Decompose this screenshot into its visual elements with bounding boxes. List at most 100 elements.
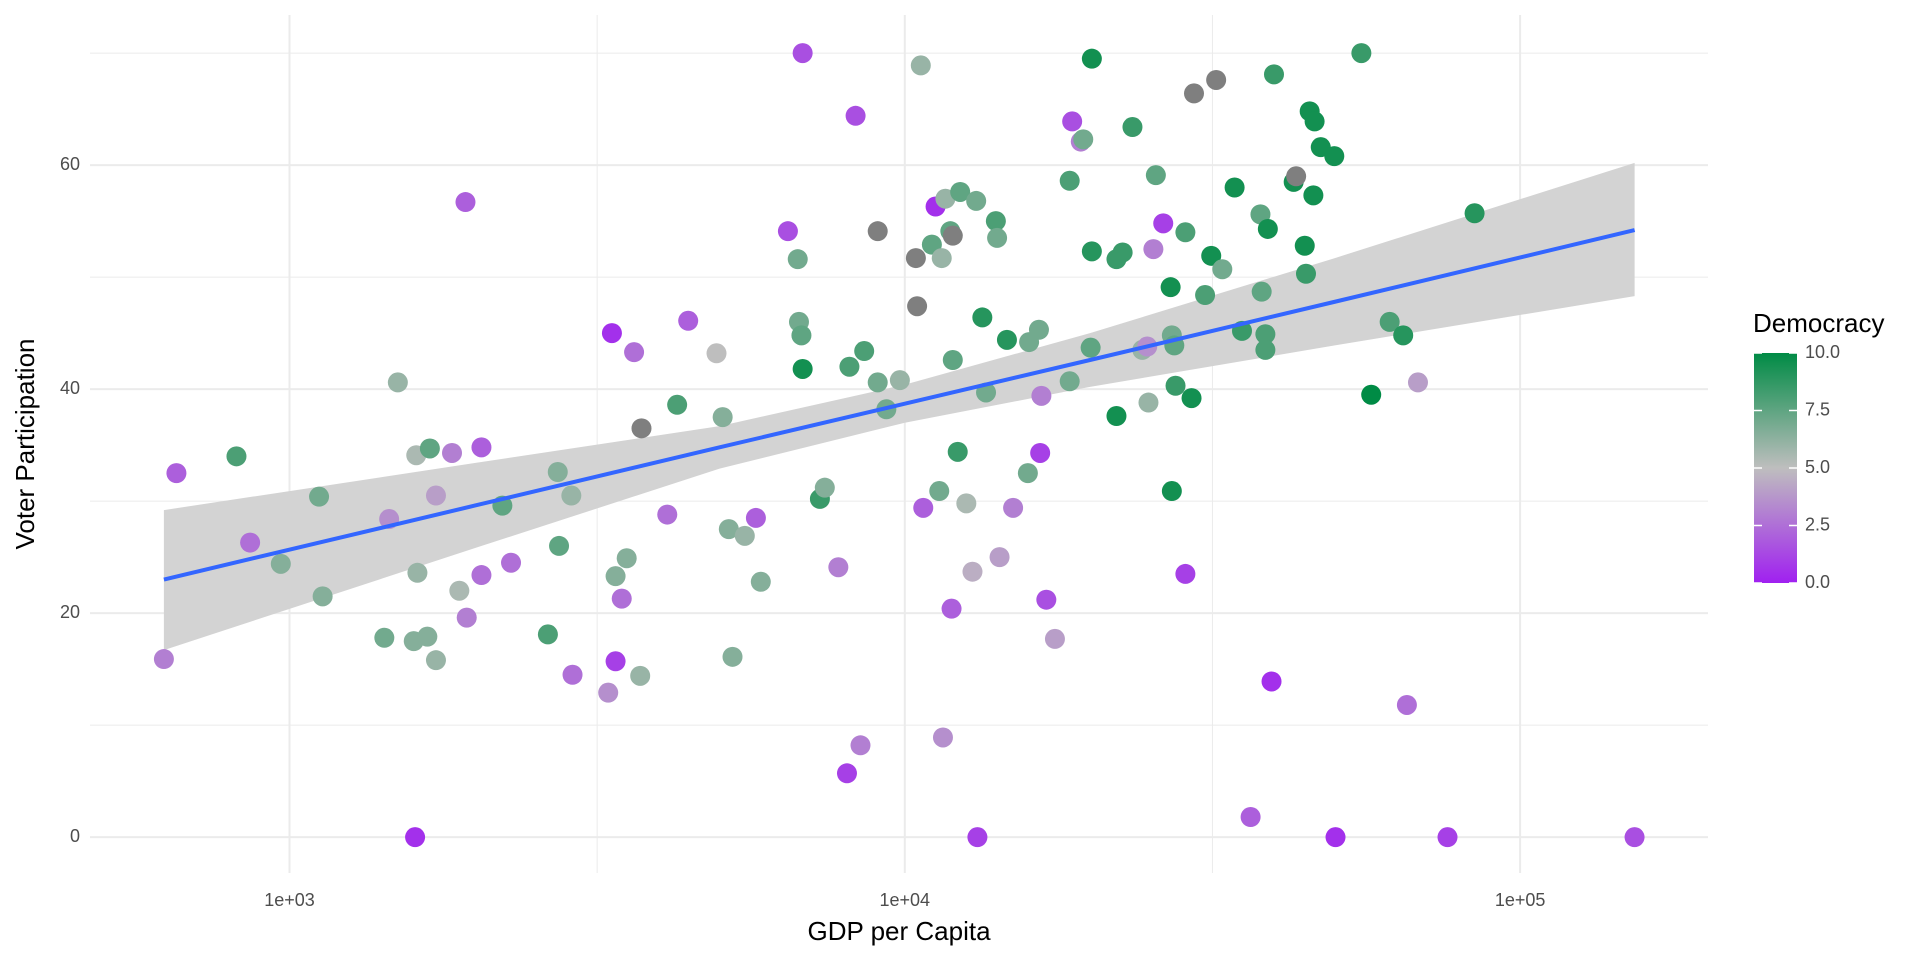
point	[839, 356, 860, 377]
point	[950, 181, 971, 202]
point	[1059, 170, 1080, 191]
point	[931, 248, 952, 269]
point	[1303, 185, 1324, 206]
point	[1351, 43, 1372, 64]
point	[867, 372, 888, 393]
point	[777, 221, 798, 242]
point	[153, 649, 174, 670]
point	[1212, 259, 1233, 280]
point	[1138, 392, 1159, 413]
point	[270, 553, 291, 574]
point	[854, 341, 875, 362]
point	[547, 462, 568, 483]
point	[405, 827, 426, 848]
point	[449, 580, 470, 601]
trend-line	[163, 228, 1636, 582]
grid	[90, 15, 1708, 873]
point	[787, 249, 808, 270]
point	[456, 607, 477, 628]
point	[562, 664, 583, 685]
point	[374, 627, 395, 648]
point	[605, 651, 626, 672]
point	[1181, 388, 1202, 409]
point	[631, 418, 652, 439]
point	[987, 227, 1008, 248]
point	[1286, 166, 1307, 187]
point	[962, 561, 983, 582]
point	[814, 477, 835, 498]
x-tick-label: 1e+03	[264, 890, 315, 910]
point	[561, 485, 582, 506]
point	[1195, 285, 1216, 306]
point	[417, 626, 438, 647]
x-tick-label: 1e+04	[880, 890, 931, 910]
point	[1044, 628, 1065, 649]
point	[1059, 371, 1080, 392]
point	[1073, 129, 1094, 150]
point	[471, 437, 492, 458]
point	[792, 43, 813, 64]
y-tick-label: 20	[60, 602, 80, 622]
point	[750, 571, 771, 592]
point	[947, 441, 968, 462]
point	[1122, 117, 1143, 138]
point	[989, 547, 1010, 568]
point	[1325, 827, 1346, 848]
y-axis-title: Voter Participation	[10, 338, 40, 549]
point	[734, 525, 755, 546]
point	[1112, 242, 1133, 263]
point	[425, 650, 446, 671]
point	[850, 735, 871, 756]
point	[1106, 405, 1127, 426]
point	[226, 446, 247, 467]
point	[1165, 375, 1186, 396]
point	[1160, 277, 1181, 298]
point	[1031, 385, 1052, 406]
point	[942, 225, 963, 246]
point	[745, 507, 766, 528]
point	[941, 598, 962, 619]
point	[442, 442, 463, 463]
point	[722, 646, 743, 667]
point	[1175, 563, 1196, 584]
point	[387, 372, 408, 393]
point	[667, 394, 688, 415]
point	[601, 323, 622, 344]
point	[932, 727, 953, 748]
colorbar-label: 0.0	[1805, 572, 1830, 592]
point	[972, 307, 993, 328]
point	[1030, 442, 1051, 463]
point	[1003, 497, 1024, 518]
point	[549, 535, 570, 556]
point	[1255, 339, 1276, 360]
point	[1206, 69, 1227, 90]
point	[425, 485, 446, 506]
point	[1081, 48, 1102, 69]
legend-title: Democracy	[1753, 308, 1884, 338]
point	[985, 211, 1006, 232]
point	[312, 586, 333, 607]
point	[616, 548, 637, 569]
point	[1161, 481, 1182, 502]
point	[1261, 671, 1282, 692]
point	[678, 310, 699, 331]
x-axis-title: GDP per Capita	[807, 916, 991, 946]
point	[1224, 177, 1245, 198]
points	[153, 43, 1645, 848]
point	[791, 325, 812, 346]
point	[929, 481, 950, 502]
point	[792, 358, 813, 379]
point	[718, 519, 739, 540]
point	[1183, 83, 1204, 104]
point	[611, 588, 632, 609]
point	[828, 557, 849, 578]
point	[1294, 235, 1315, 256]
point	[1255, 324, 1276, 345]
point	[1437, 827, 1458, 848]
point	[1153, 213, 1174, 234]
point	[712, 407, 733, 428]
point	[1464, 203, 1485, 224]
y-tick-label: 60	[60, 154, 80, 174]
